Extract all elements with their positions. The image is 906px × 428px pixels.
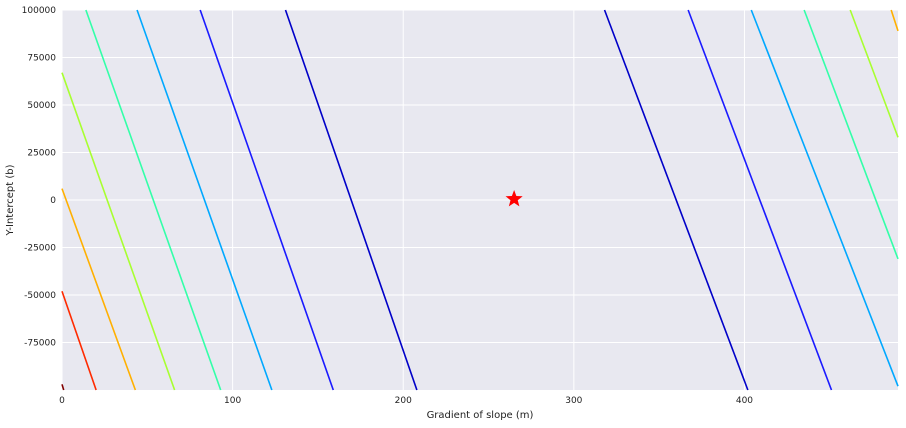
contour-line [61,290,97,391]
contour-line [61,188,137,391]
x-tick-labels: 0 100 200 300 400 [59,396,753,406]
contour-line [284,9,418,391]
contour-line [849,9,899,138]
grid-lines [61,9,898,390]
x-tick-label: 100 [224,396,241,406]
x-tick-label: 200 [395,396,412,406]
minimum-star-marker [505,190,523,207]
contour-line [85,9,222,391]
y-axis-label: Y-Intercept (b) [5,164,16,236]
contour-line [199,9,335,391]
contour-line [687,9,833,391]
x-tick-label: 300 [565,396,582,406]
y-tick-labels: 100000 75000 50000 25000 0 -25000 -50000 -75000 [22,6,57,349]
y-tick-label: 0 [50,196,56,206]
x-tick-label: 0 [59,396,65,406]
x-tick-label: 400 [736,396,753,406]
y-tick-label: -50000 [24,291,56,301]
y-tick-label: -75000 [24,339,56,349]
contour-line [750,9,899,387]
marker-layer [505,190,523,207]
y-tick-label: 50000 [27,101,56,111]
y-tick-label: 25000 [27,149,56,159]
contour-line [803,9,899,260]
contour-line [136,9,273,391]
contour-line [61,384,65,391]
contour-line [890,9,899,32]
contour-lines [61,9,899,391]
contour-line [603,9,749,391]
y-tick-label: -25000 [24,244,56,254]
y-tick-label: 100000 [22,6,57,16]
contour-line [61,72,176,391]
x-axis-label: Gradient of slope (m) [427,410,534,421]
y-tick-label: 75000 [27,54,56,64]
